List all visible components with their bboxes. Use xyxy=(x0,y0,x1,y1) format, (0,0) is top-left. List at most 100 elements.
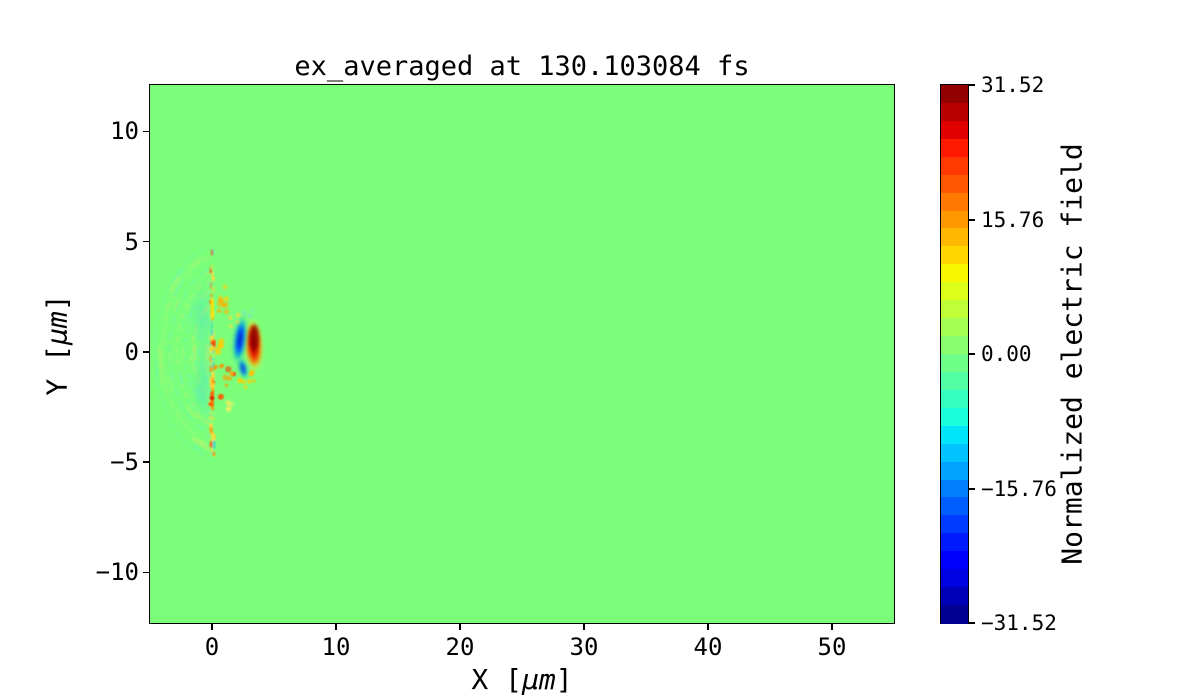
boundary-speckle xyxy=(211,416,215,421)
x-tick-mark xyxy=(459,624,461,630)
colorbar-band xyxy=(941,551,968,570)
plasma-ripple-arc xyxy=(167,266,214,439)
boundary-speckle xyxy=(210,339,213,345)
x-axis-label-close: ] xyxy=(555,663,573,696)
boundary-speckle xyxy=(210,382,214,389)
plasma-ripple-streak xyxy=(181,313,187,327)
colorbar-band xyxy=(941,85,968,104)
colorbar-band xyxy=(941,443,968,463)
x-tick-label: 30 xyxy=(569,633,599,661)
boundary-speckle xyxy=(209,368,212,372)
field-speckle xyxy=(210,392,214,396)
field-speckle xyxy=(246,378,252,384)
colorbar-band xyxy=(941,497,968,516)
boundary-red-dot xyxy=(209,395,215,401)
y-tick-mark xyxy=(143,240,149,243)
plasma-ripple-streak xyxy=(186,256,202,270)
field-speckle xyxy=(222,284,228,290)
field-speckle xyxy=(216,300,224,307)
colorbar xyxy=(940,84,969,624)
field-speckle xyxy=(229,371,234,376)
field-background xyxy=(150,85,894,623)
y-tick-label: 5 xyxy=(124,227,139,256)
boundary-speckle xyxy=(209,267,212,274)
chart-title: ex_averaged at 130.103084 fs xyxy=(294,51,750,82)
plasma-ripple-streak xyxy=(191,256,206,268)
colorbar-band xyxy=(941,371,968,391)
y-tick-label: 0 xyxy=(124,337,139,366)
colorbar-tick-mark xyxy=(969,353,975,355)
boundary-speckle xyxy=(212,339,216,347)
field-speckle xyxy=(225,366,232,373)
field-speckle xyxy=(215,348,222,356)
colorbar-tick-mark xyxy=(969,487,975,490)
x-tick-mark xyxy=(211,624,213,630)
colorbar-label: Normalized electric field xyxy=(1055,143,1089,565)
x-tick-label: 20 xyxy=(445,633,475,661)
boundary-speckle xyxy=(211,451,213,455)
laser-pulse xyxy=(231,314,264,380)
field-speckle xyxy=(243,384,248,390)
colorbar-band xyxy=(941,389,968,409)
x-tick-label: 10 xyxy=(321,633,351,661)
plasma-ripple-streak xyxy=(191,437,209,451)
plasma-ripple-streak xyxy=(173,300,179,311)
field-speckle xyxy=(228,315,233,320)
field-speckle xyxy=(218,364,224,369)
boundary-speckle xyxy=(209,383,212,386)
boundary-speckle xyxy=(210,320,213,328)
field-speckle xyxy=(217,342,224,349)
plasma-ripple-streak xyxy=(195,438,205,445)
boundary-line xyxy=(209,249,216,457)
colorbar-band xyxy=(941,210,968,230)
field-speckle xyxy=(235,319,240,325)
field-speckle xyxy=(216,308,222,314)
colorbar-band xyxy=(941,354,968,373)
y-axis-label-text: Y [ xyxy=(40,345,74,396)
boundary-speckle xyxy=(210,327,212,331)
colorbar-band xyxy=(941,407,968,427)
boundary-speckle xyxy=(211,372,215,380)
plasma-ripple-streak xyxy=(174,267,184,280)
plasma-ripple-streak xyxy=(186,405,197,419)
colorbar-tick-mark xyxy=(969,218,975,221)
boundary-speckle xyxy=(212,352,216,358)
boundary-speckle xyxy=(211,286,216,293)
field-speckle xyxy=(218,295,222,299)
field-speckle xyxy=(223,308,230,315)
field-speckle xyxy=(249,369,255,375)
pulse-speckles xyxy=(208,284,256,412)
laser-positive-core xyxy=(249,324,259,351)
boundary-speckle xyxy=(210,282,212,290)
plasma-ripple-streak xyxy=(173,280,184,297)
colorbar-band xyxy=(941,120,968,140)
cyan-smudge xyxy=(196,256,214,447)
colorbar-band xyxy=(941,569,968,588)
boundary-speckle xyxy=(210,249,213,256)
boundary-speckle xyxy=(210,264,214,270)
x-tick-mark xyxy=(583,624,585,630)
colorbar-tick-label: −15.76 xyxy=(981,476,1057,501)
x-axis-label-unit: μm xyxy=(522,663,556,696)
field-speckle xyxy=(225,400,231,406)
plasma-ripple-arc xyxy=(153,245,214,460)
colorbar-tick-label: 0.00 xyxy=(981,342,1032,366)
colorbar-band xyxy=(941,336,968,355)
x-tick-mark xyxy=(335,624,337,630)
colorbar-tick-mark xyxy=(969,622,975,624)
y-tick-label: 10 xyxy=(110,117,139,146)
colorbar-band xyxy=(941,264,968,283)
boundary-speckle xyxy=(212,272,214,280)
boundary-speckle xyxy=(210,423,213,431)
x-tick-label: 50 xyxy=(817,633,847,661)
field-speckle xyxy=(228,324,234,329)
colorbar-band xyxy=(941,102,968,122)
plasma-ripple-streak xyxy=(192,444,202,452)
y-tick-mark xyxy=(143,571,149,574)
boundary-speckle xyxy=(209,427,213,434)
field-speckle xyxy=(222,374,229,381)
field-speckle xyxy=(223,296,230,302)
field-speckle xyxy=(250,307,255,312)
boundary-speckle xyxy=(212,440,216,449)
